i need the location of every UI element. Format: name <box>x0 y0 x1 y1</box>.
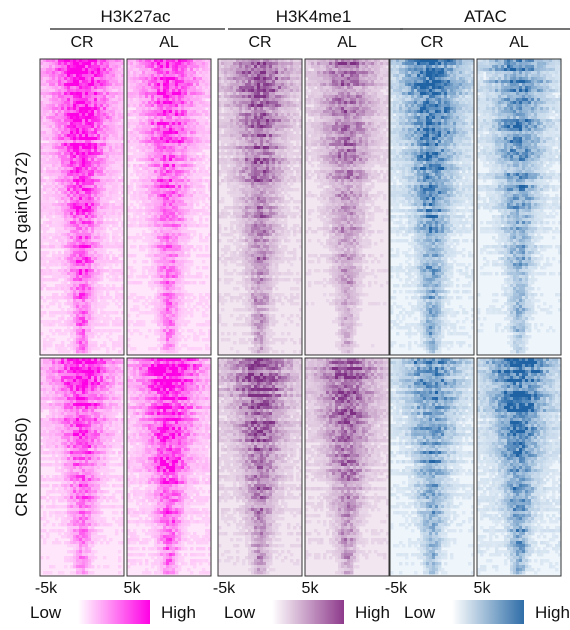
condition-label-al: AL <box>159 34 179 51</box>
x-tick-label-end: 5k <box>474 580 492 597</box>
panel-border <box>304 357 390 577</box>
heatmap-panel-h3k27ac-al-loss <box>126 357 212 577</box>
legend-low-label: Low <box>30 603 62 622</box>
mark-title-atac: ATAC <box>464 7 507 26</box>
condition-label-cr: CR <box>70 34 93 51</box>
x-tick-label-end: 5k <box>302 580 320 597</box>
panel-border <box>39 357 125 577</box>
condition-label-cr: CR <box>248 34 271 51</box>
heatmap-panels <box>39 58 562 577</box>
panel-border <box>389 357 475 577</box>
legend-colorbar <box>452 600 524 624</box>
x-tick-label-start: -5k <box>213 580 236 597</box>
heatmap-panel-h3k4me1-cr-loss <box>217 357 303 577</box>
panel-border <box>39 58 125 356</box>
legend-low-label: Low <box>224 603 256 622</box>
panel-border <box>217 58 303 356</box>
panel-border <box>217 357 303 577</box>
heatmap-panel-atac-cr-loss <box>389 357 475 577</box>
heatmap-panel-atac-al-gain <box>476 58 562 356</box>
legend-atac: Low High <box>404 600 570 624</box>
heatmap-panel-atac-al-loss <box>476 357 562 577</box>
legend-high-label: High <box>355 603 390 622</box>
condition-label-al: AL <box>337 34 357 51</box>
panel-border <box>476 357 562 577</box>
legend-colorbar <box>78 600 150 624</box>
color-legends: Low High Low High Low High <box>30 600 570 624</box>
legend-h3k27ac: Low High <box>30 600 196 624</box>
x-tick-label-start: -5k <box>385 580 408 597</box>
legend-h3k4me1: Low High <box>224 600 390 624</box>
heatmap-panel-h3k27ac-cr-gain <box>39 58 125 356</box>
legend-colorbar <box>272 600 344 624</box>
condition-label-cr: CR <box>420 34 443 51</box>
legend-high-label: High <box>161 603 196 622</box>
group-labels: CR gain(1372) CR loss(850) <box>12 152 31 517</box>
x-axis-ticks: -5k 5k -5k 5k -5k 5k <box>35 580 492 597</box>
x-tick-label-start: -5k <box>35 580 58 597</box>
panel-border <box>476 58 562 356</box>
heatmap-panel-h3k4me1-al-loss <box>304 357 390 577</box>
group-label-loss: CR loss(850) <box>12 417 31 516</box>
condition-label-al: AL <box>509 34 529 51</box>
panel-border <box>389 58 475 356</box>
legend-high-label: High <box>535 603 570 622</box>
heatmap-panel-h3k27ac-cr-loss <box>39 357 125 577</box>
mark-title-h3k4me1: H3K4me1 <box>276 7 352 26</box>
heatmap-panel-h3k4me1-cr-gain <box>217 58 303 356</box>
mark-title-h3k27ac: H3K27ac <box>101 7 171 26</box>
heatmap-panel-atac-cr-gain <box>389 58 475 356</box>
panel-border <box>126 58 212 356</box>
heatmap-panel-h3k27ac-al-gain <box>126 58 212 356</box>
x-tick-label-end: 5k <box>124 580 142 597</box>
panel-border <box>304 58 390 356</box>
panel-border <box>126 357 212 577</box>
heatmap-panel-h3k4me1-al-gain <box>304 58 390 356</box>
group-label-gain: CR gain(1372) <box>12 152 31 263</box>
legend-low-label: Low <box>404 603 436 622</box>
